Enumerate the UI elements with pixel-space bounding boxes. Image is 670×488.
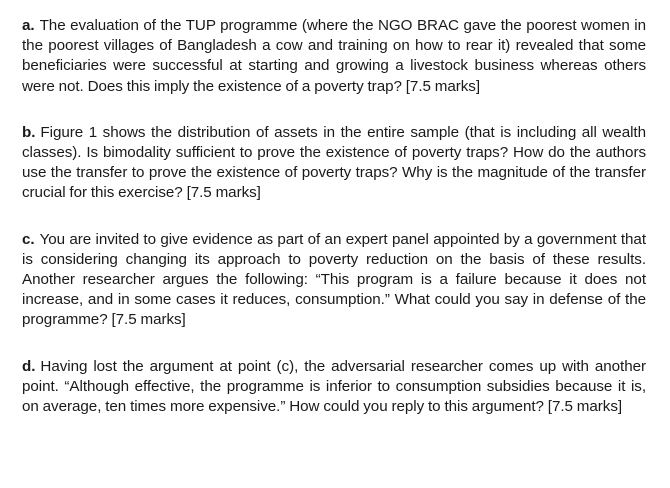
question-c-text: You are invited to give evidence as part… bbox=[22, 230, 646, 329]
question-b: b. Figure 1 shows the distribution of ass… bbox=[22, 123, 646, 204]
question-d-text: Having lost the argument at point (c), t… bbox=[22, 357, 646, 416]
question-d-label: d. bbox=[22, 357, 36, 375]
question-sheet: a. The evaluation of the TUP programme (w… bbox=[22, 16, 646, 417]
question-c: c. You are invited to give evidence as pa… bbox=[22, 230, 646, 331]
question-a-text: The evaluation of the TUP programme (whe… bbox=[22, 17, 646, 95]
question-a: a. The evaluation of the TUP programme (w… bbox=[22, 16, 646, 97]
question-a-label: a. bbox=[22, 17, 35, 34]
question-c-label: c. bbox=[22, 230, 35, 248]
question-b-text: Figure 1 shows the distribution of asset… bbox=[22, 123, 646, 202]
question-d: d. Having lost the argument at point (c),… bbox=[22, 357, 646, 418]
question-b-label: b. bbox=[22, 123, 36, 141]
